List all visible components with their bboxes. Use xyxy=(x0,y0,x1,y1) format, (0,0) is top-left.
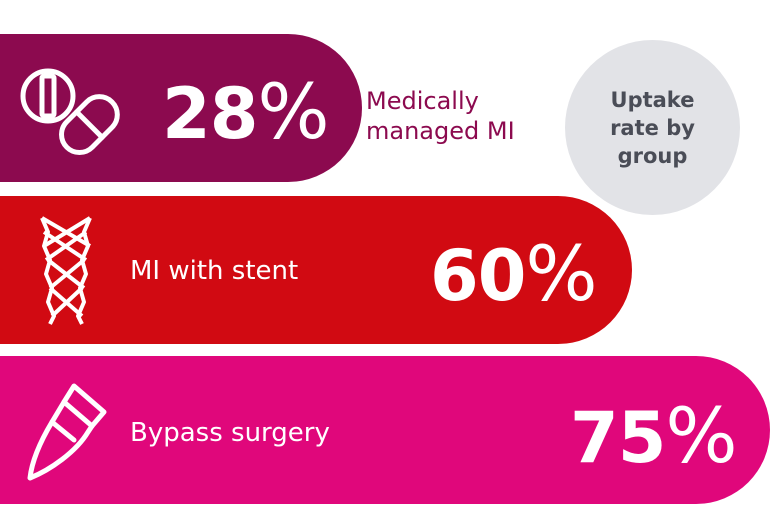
bar-value-medically-managed-mi: 28% xyxy=(162,67,330,156)
bar-mi-with-stent: MI with stent 60% xyxy=(0,196,632,344)
label-medically-managed-mi: Medically managed MI xyxy=(366,87,515,145)
bar-label-bypass-surgery: Bypass surgery xyxy=(130,418,330,448)
scalpel-icon xyxy=(27,383,107,481)
uptake-badge: Uptake rate by group xyxy=(565,40,740,215)
bar-value-mi-with-stent: 60% xyxy=(430,229,598,318)
bar-medically-managed-mi: 28% xyxy=(0,34,362,182)
bar-value-bypass-surgery: 75% xyxy=(570,391,738,480)
pills-icon xyxy=(20,68,120,155)
uptake-badge-text: Uptake rate by group xyxy=(610,87,695,168)
stent-icon xyxy=(40,216,92,325)
bar-bypass-surgery: Bypass surgery 75% xyxy=(0,356,770,504)
bar-label-mi-with-stent: MI with stent xyxy=(130,256,299,286)
